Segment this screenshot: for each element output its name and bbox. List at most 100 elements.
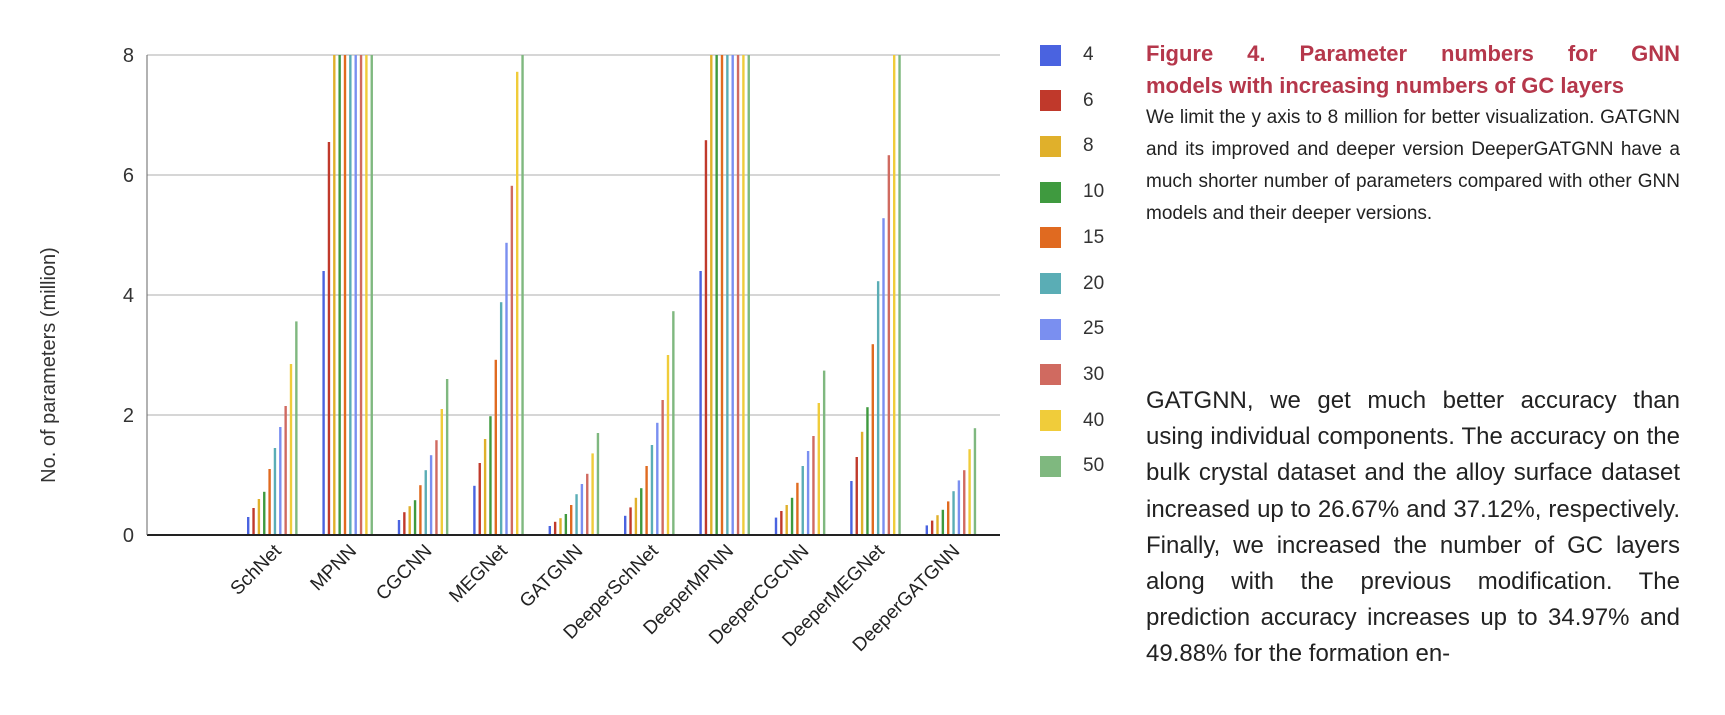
- legend-label: 25: [1083, 318, 1105, 340]
- legend-item: 25: [1040, 317, 1104, 341]
- caption-title-line1: Figure 4. Parameter numbers for GNN: [1146, 41, 1680, 66]
- bar-GATGNN-30: [586, 473, 589, 535]
- bar-MEGNet-4: [473, 485, 476, 535]
- bar-DeeperSchNet-4: [624, 515, 627, 535]
- bar-DeeperCGCNN-20: [801, 466, 804, 535]
- x-tick-label: SchNet: [227, 540, 286, 599]
- bar-DeeperCGCNN-30: [812, 436, 815, 535]
- bar-DeeperMPNN-6: [704, 140, 708, 535]
- caption-body: We limit the y axis to 8 million for bet…: [1146, 107, 1680, 224]
- bar-DeeperGATGNN-20: [952, 491, 955, 535]
- legend-label: 8: [1083, 135, 1094, 157]
- bar-DeeperMPNN-10: [715, 55, 718, 535]
- legend-item: 6: [1040, 89, 1094, 113]
- bar-CGCNN-40: [440, 409, 443, 535]
- bar-DeeperMPNN-30: [736, 55, 740, 535]
- bar-DeeperSchNet-20: [650, 445, 654, 535]
- bar-MEGNet-40: [516, 71, 519, 536]
- bar-MPNN-50: [370, 55, 373, 535]
- bar-SchNet-6: [252, 508, 255, 535]
- bar-SchNet-50: [295, 321, 298, 535]
- bar-CGCNN-30: [435, 440, 438, 535]
- bar-DeeperGATGNN-40: [968, 449, 971, 535]
- bar-DeeperMEGNet-25: [882, 218, 885, 535]
- legend-swatch: [1040, 455, 1061, 477]
- bar-MPNN-8: [333, 55, 336, 535]
- bar-DeeperMPNN-25: [731, 55, 734, 535]
- x-tick-label: GATGNN: [516, 541, 587, 612]
- legend-swatch: [1040, 273, 1061, 294]
- legend-swatch: [1040, 227, 1061, 249]
- bar-CGCNN-25: [429, 455, 433, 535]
- legend-swatch: [1040, 410, 1061, 432]
- bar-DeeperCGCNN-6: [780, 511, 783, 535]
- bar-DeeperMPNN-50: [747, 55, 750, 535]
- bar-DeeperGATGNN-15: [947, 501, 950, 535]
- bar-DeeperMEGNet-50: [898, 55, 901, 535]
- bar-GATGNN-6: [553, 521, 557, 535]
- legend-label: 10: [1083, 181, 1105, 203]
- bar-DeeperGATGNN-50: [973, 428, 977, 535]
- bar-SchNet-20: [273, 448, 277, 535]
- body-paragraph: GATGNN, we get much better accuracy than…: [1146, 387, 1680, 668]
- bar-CGCNN-50: [445, 379, 449, 535]
- bar-GATGNN-15: [570, 505, 573, 535]
- bar-DeeperCGCNN-50: [822, 370, 826, 535]
- bar-DeeperSchNet-50: [672, 311, 675, 535]
- bar-DeeperMEGNet-8: [860, 431, 864, 535]
- bars: [247, 55, 977, 536]
- bar-MPNN-30: [359, 55, 363, 535]
- legend-swatch: [1040, 135, 1061, 157]
- y-tick-labels: 0 2 4 6 8: [123, 45, 134, 547]
- bar-DeeperMPNN-15: [720, 55, 724, 535]
- bar-DeeperSchNet-25: [656, 422, 659, 535]
- bar-MEGNet-10: [489, 416, 492, 535]
- bar-MEGNet-30: [510, 185, 514, 536]
- bar-DeeperGATGNN-25: [957, 480, 961, 535]
- bar-CGCNN-6: [403, 512, 406, 535]
- legend-item: 8: [1040, 134, 1094, 158]
- bar-DeeperGATGNN-10: [941, 509, 945, 535]
- bar-SchNet-15: [268, 469, 271, 535]
- bar-DeeperMPNN-40: [742, 55, 745, 535]
- bar-CGCNN-15: [419, 485, 422, 535]
- figure-caption: Figure 4. Parameter numbers for GNN mode…: [1146, 38, 1680, 230]
- legend-swatch: [1040, 181, 1061, 203]
- bar-DeeperGATGNN-4: [925, 525, 928, 535]
- bar-DeeperCGCNN-15: [796, 482, 799, 535]
- bar-SchNet-30: [284, 406, 287, 535]
- x-tick-label: CGCNN: [372, 541, 436, 605]
- bar-MEGNet-6: [478, 463, 481, 535]
- bar-GATGNN-20: [575, 494, 578, 535]
- bar-MPNN-4: [322, 271, 325, 535]
- x-tick-label: MPNN: [307, 541, 361, 595]
- bar-DeeperMEGNet-30: [887, 155, 891, 535]
- bar-DeeperMPNN-8: [710, 55, 713, 535]
- bar-DeeperSchNet-40: [666, 355, 670, 535]
- bar-GATGNN-40: [591, 453, 594, 535]
- legend-label: 6: [1083, 89, 1094, 111]
- bar-MPNN-10: [338, 55, 341, 535]
- legend-item: 40: [1040, 409, 1104, 433]
- legend-label: 4: [1083, 44, 1094, 65]
- legend-swatch: [1040, 44, 1061, 66]
- bar-DeeperMPNN-4: [699, 271, 702, 535]
- x-tick-label: MEGNet: [445, 540, 512, 607]
- bar-DeeperSchNet-15: [645, 466, 648, 535]
- bar-MEGNet-25: [505, 242, 508, 536]
- legend-item: 20: [1040, 272, 1104, 296]
- bar-MEGNet-8: [483, 439, 487, 535]
- legend-item: 50: [1040, 454, 1104, 478]
- bar-DeeperMEGNet-40: [893, 55, 896, 535]
- bar-CGCNN-10: [413, 500, 417, 535]
- bar-DeeperMEGNet-10: [866, 407, 869, 535]
- bar-MPNN-25: [354, 55, 357, 535]
- legend-label: 50: [1083, 455, 1105, 477]
- bar-DeeperGATGNN-8: [936, 515, 939, 535]
- bar-MPNN-20: [349, 55, 352, 535]
- caption-title-line2: models with increasing numbers of GC lay…: [1146, 73, 1625, 98]
- bar-MPNN-40: [365, 55, 368, 535]
- bar-CGCNN-20: [424, 470, 427, 535]
- bar-GATGNN-4: [548, 526, 551, 535]
- bar-DeeperCGCNN-25: [806, 451, 810, 535]
